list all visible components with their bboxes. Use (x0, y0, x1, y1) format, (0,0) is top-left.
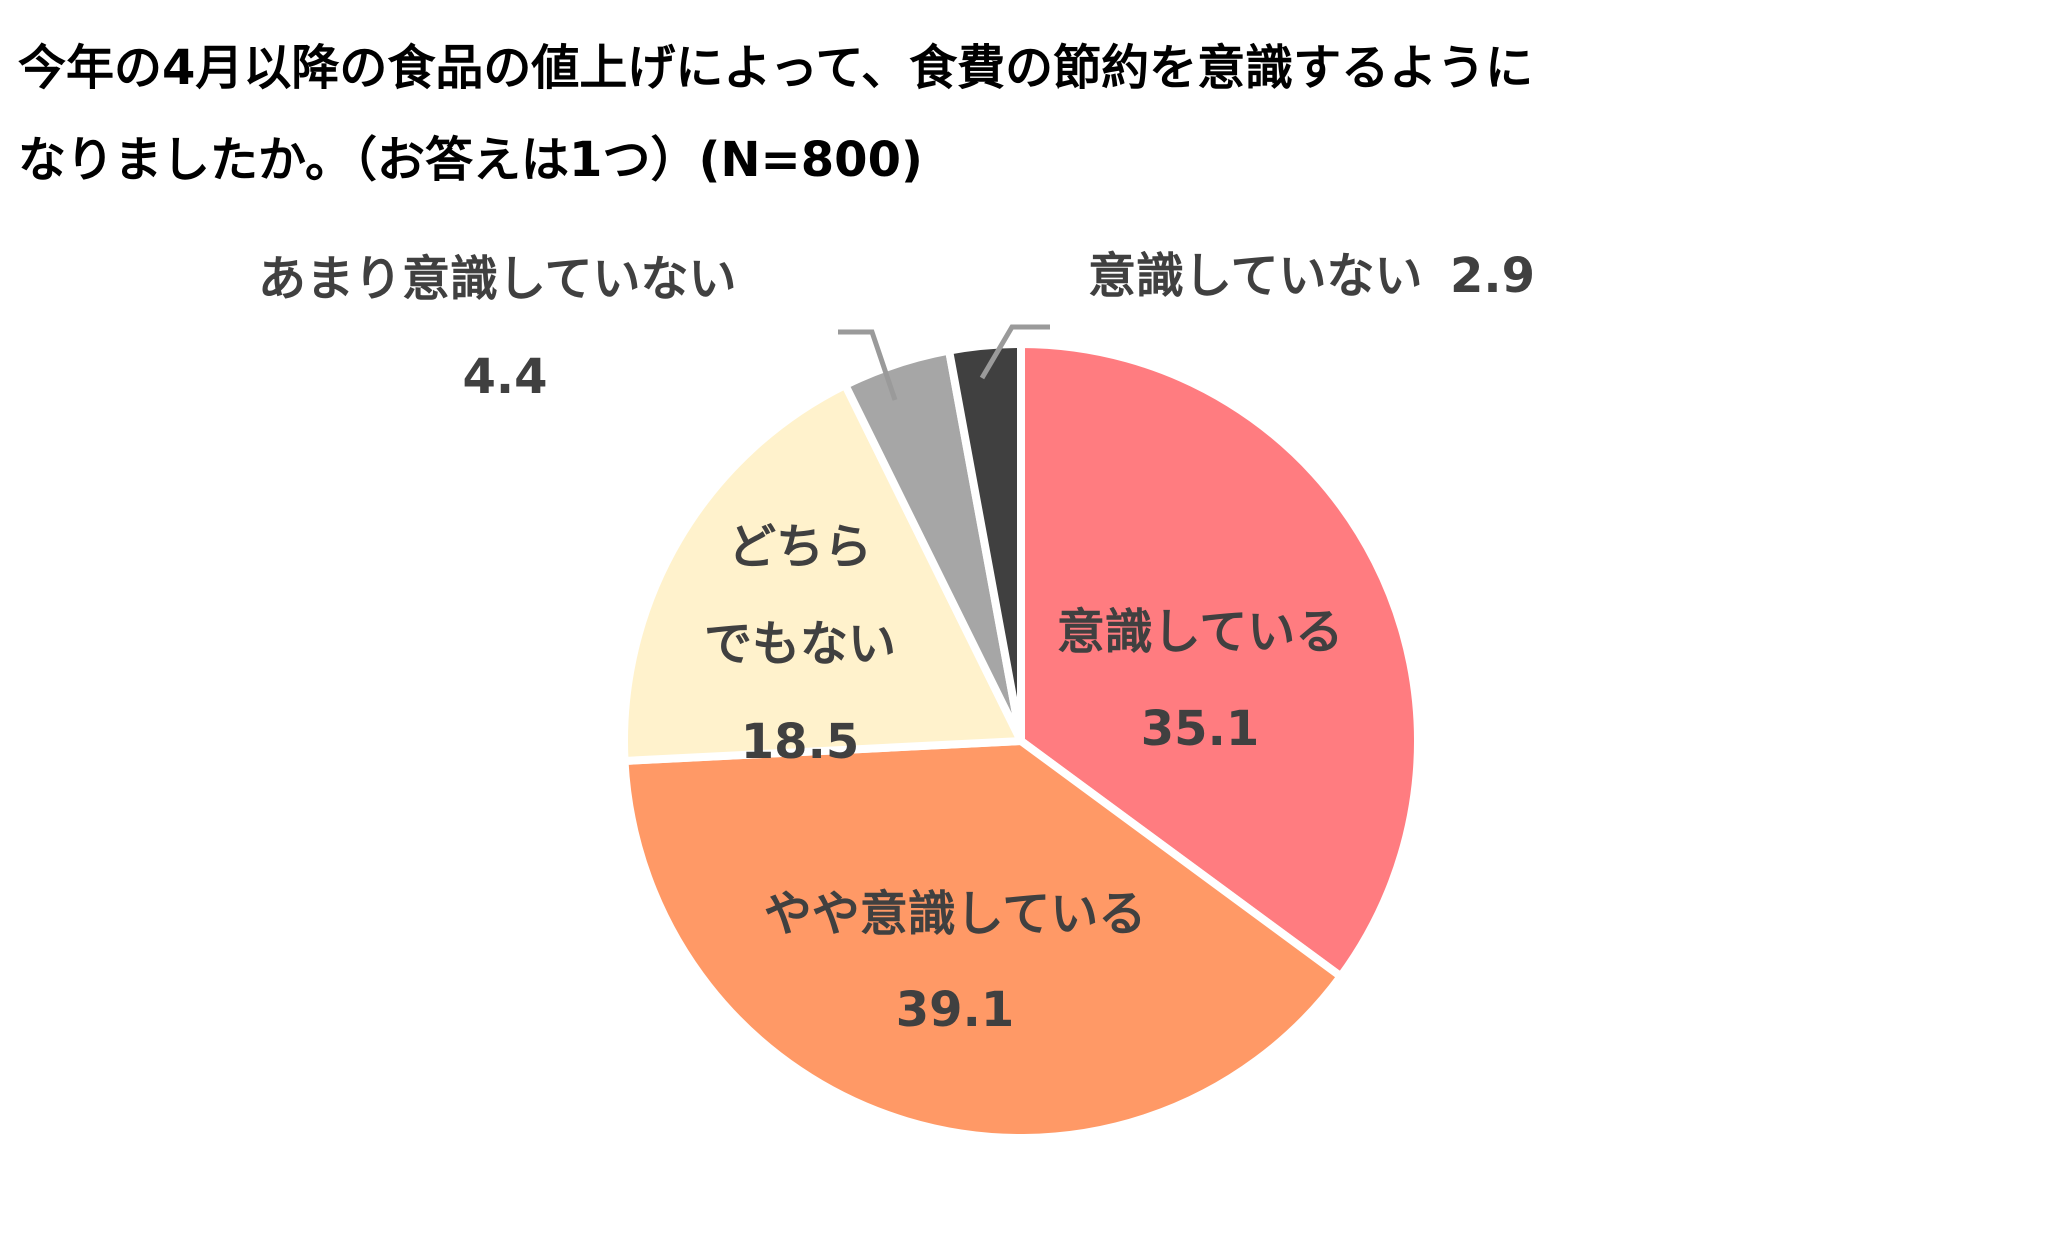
chart-title: 今年の4月以降の食品の値上げによって、食費の節約を意識するように なりましたか。… (18, 22, 1798, 206)
pie-slices (620, 340, 1422, 1142)
slice-label-4-line-1: あまり意識していない (258, 251, 737, 307)
slice-value-4: 4.4 (462, 349, 547, 405)
pie-slice-5 (945, 340, 1025, 745)
pie-slice-2 (620, 737, 1345, 1142)
slice-label-5-line-1: 意識していない (1088, 248, 1423, 304)
slice-value-5: 2.9 (1450, 248, 1535, 304)
leader-line-4 (838, 329, 898, 401)
slice-label-3-line-2: でもない (704, 616, 896, 672)
chart-title-line-2: なりましたか。（お答えは1つ）(N=800) (18, 132, 923, 188)
pie-slice-1 (1017, 340, 1422, 981)
leader-lines (838, 324, 1050, 401)
leader-line-5 (979, 324, 1050, 380)
slice-label-3-line-1: どちら (728, 519, 872, 575)
slice-label-2-line-1: やや意識している (764, 886, 1147, 942)
pie-slice-3 (620, 381, 1025, 765)
chart-title-line-1: 今年の4月以降の食品の値上げによって、食費の節約を意識するように (18, 40, 1534, 96)
slice-label-1-line-1: 意識している (1057, 604, 1344, 660)
slice-value-1: 35.1 (1141, 701, 1259, 757)
slice-value-2: 39.1 (896, 982, 1014, 1038)
slice-value-3: 18.5 (741, 714, 859, 770)
